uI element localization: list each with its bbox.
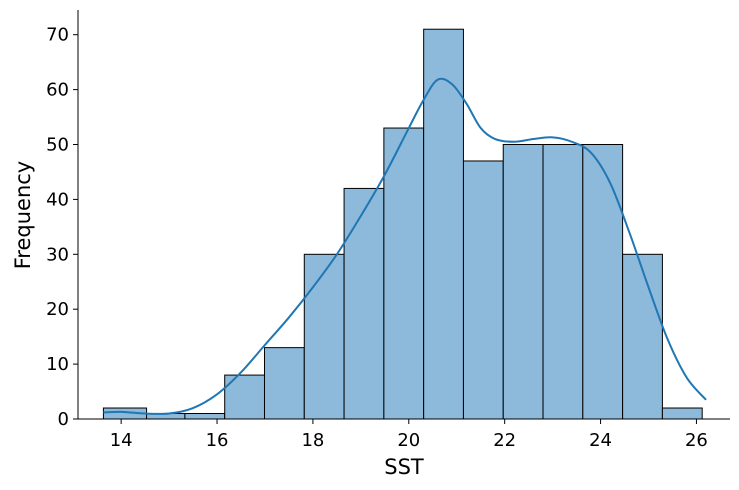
y-tick-label: 70 (46, 25, 69, 46)
histogram-bar (462, 160, 504, 420)
y-tick-label: 20 (46, 299, 69, 320)
histogram-bar (303, 253, 345, 420)
y-tick-label: 30 (46, 244, 69, 265)
y-tick-label: 50 (46, 135, 69, 156)
kde-curve (103, 77, 707, 415)
x-axis-label: SST (384, 455, 424, 479)
y-axis-label: Frequency (11, 161, 35, 270)
histogram-bar (343, 187, 385, 420)
histogram-bar (383, 127, 425, 420)
y-axis-ticks: 0 10 20 30 40 50 60 70 (46, 25, 78, 430)
histogram-bar (263, 347, 305, 420)
histogram-bar (582, 144, 624, 420)
y-tick-label: 40 (46, 189, 69, 210)
x-tick-label: 22 (493, 430, 516, 451)
histogram-bar (622, 253, 663, 420)
x-tick-label: 20 (397, 430, 420, 451)
x-tick-label: 16 (206, 430, 229, 451)
x-tick-label: 24 (589, 430, 612, 451)
histogram-bar (542, 144, 584, 420)
x-tick-label: 14 (110, 430, 133, 451)
histogram-bars (102, 28, 703, 420)
y-tick-label: 60 (46, 80, 69, 101)
y-tick-label: 0 (58, 409, 69, 430)
y-tick-label: 10 (46, 354, 69, 375)
histogram-bar (502, 144, 544, 420)
histogram-bar (661, 407, 703, 420)
x-tick-label: 18 (301, 430, 324, 451)
x-tick-label: 26 (685, 430, 708, 451)
histogram-bar (184, 413, 226, 420)
x-axis-ticks: 14 16 18 20 22 24 26 (110, 419, 708, 451)
